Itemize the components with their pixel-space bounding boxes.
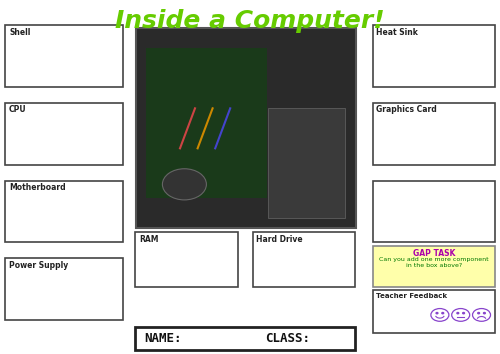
FancyBboxPatch shape — [268, 108, 345, 218]
Circle shape — [478, 313, 480, 314]
FancyBboxPatch shape — [372, 290, 495, 333]
Circle shape — [462, 313, 464, 314]
FancyBboxPatch shape — [136, 28, 356, 228]
Circle shape — [436, 313, 438, 314]
Text: Motherboard: Motherboard — [9, 183, 66, 192]
Text: CPU: CPU — [9, 105, 26, 114]
Text: Graphics Card: Graphics Card — [376, 105, 437, 114]
FancyBboxPatch shape — [372, 181, 495, 242]
Text: NAME:: NAME: — [144, 332, 182, 346]
FancyBboxPatch shape — [372, 103, 495, 165]
Text: Hard Drive: Hard Drive — [256, 235, 303, 244]
Text: Inside a Computer!: Inside a Computer! — [115, 9, 385, 33]
FancyBboxPatch shape — [252, 232, 355, 287]
Text: RAM: RAM — [139, 235, 158, 244]
Text: Heat Sink: Heat Sink — [376, 28, 418, 36]
FancyBboxPatch shape — [135, 327, 355, 350]
Circle shape — [484, 313, 486, 314]
Text: Teacher Feedback: Teacher Feedback — [376, 293, 448, 299]
FancyBboxPatch shape — [5, 103, 122, 165]
Circle shape — [457, 313, 458, 314]
Text: CLASS:: CLASS: — [265, 332, 310, 346]
FancyBboxPatch shape — [372, 25, 495, 87]
Text: GAP TASK: GAP TASK — [412, 249, 455, 258]
FancyBboxPatch shape — [146, 48, 267, 198]
FancyBboxPatch shape — [5, 258, 122, 320]
FancyBboxPatch shape — [5, 181, 122, 242]
Circle shape — [162, 169, 206, 200]
Text: Shell: Shell — [9, 28, 30, 36]
FancyBboxPatch shape — [5, 25, 122, 87]
FancyBboxPatch shape — [135, 232, 238, 287]
FancyBboxPatch shape — [372, 246, 495, 287]
Circle shape — [442, 313, 444, 314]
Text: Power Supply: Power Supply — [9, 261, 68, 270]
Text: Can you add one more component
in the box above?: Can you add one more component in the bo… — [379, 257, 488, 268]
